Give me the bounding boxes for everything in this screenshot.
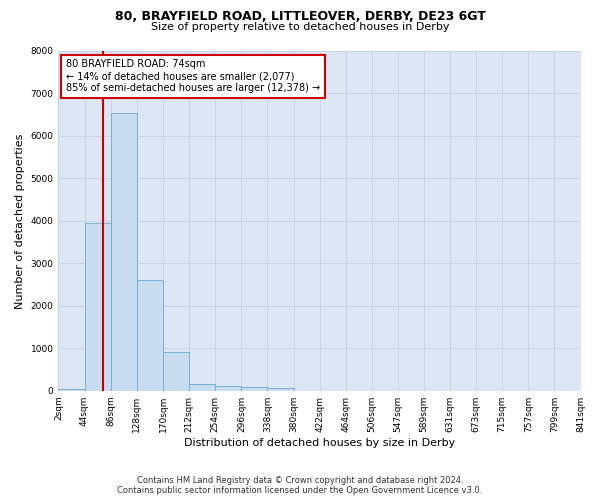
Text: 80 BRAYFIELD ROAD: 74sqm
← 14% of detached houses are smaller (2,077)
85% of sem: 80 BRAYFIELD ROAD: 74sqm ← 14% of detach… — [66, 60, 320, 92]
Bar — [215, 386, 241, 390]
Text: Size of property relative to detached houses in Derby: Size of property relative to detached ho… — [151, 22, 449, 32]
Text: 80, BRAYFIELD ROAD, LITTLEOVER, DERBY, DE23 6GT: 80, BRAYFIELD ROAD, LITTLEOVER, DERBY, D… — [115, 10, 485, 23]
Y-axis label: Number of detached properties: Number of detached properties — [15, 133, 25, 308]
Text: Contains HM Land Registry data © Crown copyright and database right 2024.
Contai: Contains HM Land Registry data © Crown c… — [118, 476, 482, 495]
Bar — [58, 388, 85, 390]
Bar — [241, 388, 268, 390]
Bar — [110, 112, 137, 390]
Bar — [137, 280, 163, 390]
Bar — [85, 223, 110, 390]
Bar — [163, 352, 189, 391]
Bar — [268, 388, 293, 390]
X-axis label: Distribution of detached houses by size in Derby: Distribution of detached houses by size … — [184, 438, 455, 448]
Bar — [189, 384, 215, 390]
